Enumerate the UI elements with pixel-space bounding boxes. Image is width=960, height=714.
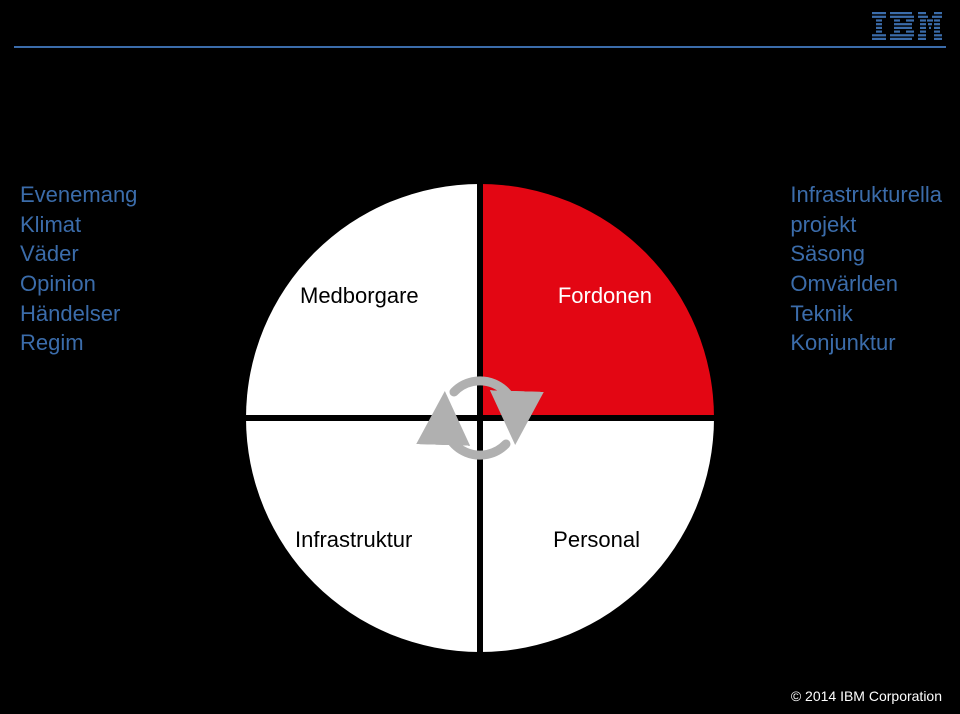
ibm-logo <box>872 12 942 40</box>
left-list-item: Händelser <box>20 299 137 329</box>
right-list-item: Konjunktur <box>790 328 942 358</box>
right-list-item: Säsong <box>790 239 942 269</box>
right-list-item: Teknik <box>790 299 942 329</box>
copyright-text: © 2014 IBM Corporation <box>791 688 942 704</box>
left-list: Evenemang Klimat Väder Opinion Händelser… <box>20 180 137 358</box>
quadrant-top-right <box>480 184 714 418</box>
left-list-item: Väder <box>20 239 137 269</box>
header-rule <box>14 46 946 48</box>
right-list-item: Infrastrukturella <box>790 180 942 210</box>
right-list-item: projekt <box>790 210 942 240</box>
left-list-item: Evenemang <box>20 180 137 210</box>
quadrant-bottom-right <box>480 418 714 652</box>
left-list-item: Regim <box>20 328 137 358</box>
left-list-item: Opinion <box>20 269 137 299</box>
quadrant-diagram: Medborgare Fordonen Infrastruktur Person… <box>240 178 720 658</box>
quadrant-bottom-left <box>246 418 480 652</box>
stage: Evenemang Klimat Väder Opinion Händelser… <box>0 50 960 684</box>
header <box>0 0 960 50</box>
left-list-item: Klimat <box>20 210 137 240</box>
quadrant-svg <box>240 178 720 658</box>
right-list-item: Omvärlden <box>790 269 942 299</box>
quadrant-top-left <box>246 184 480 418</box>
right-list: Infrastrukturella projekt Säsong Omvärld… <box>790 180 942 358</box>
